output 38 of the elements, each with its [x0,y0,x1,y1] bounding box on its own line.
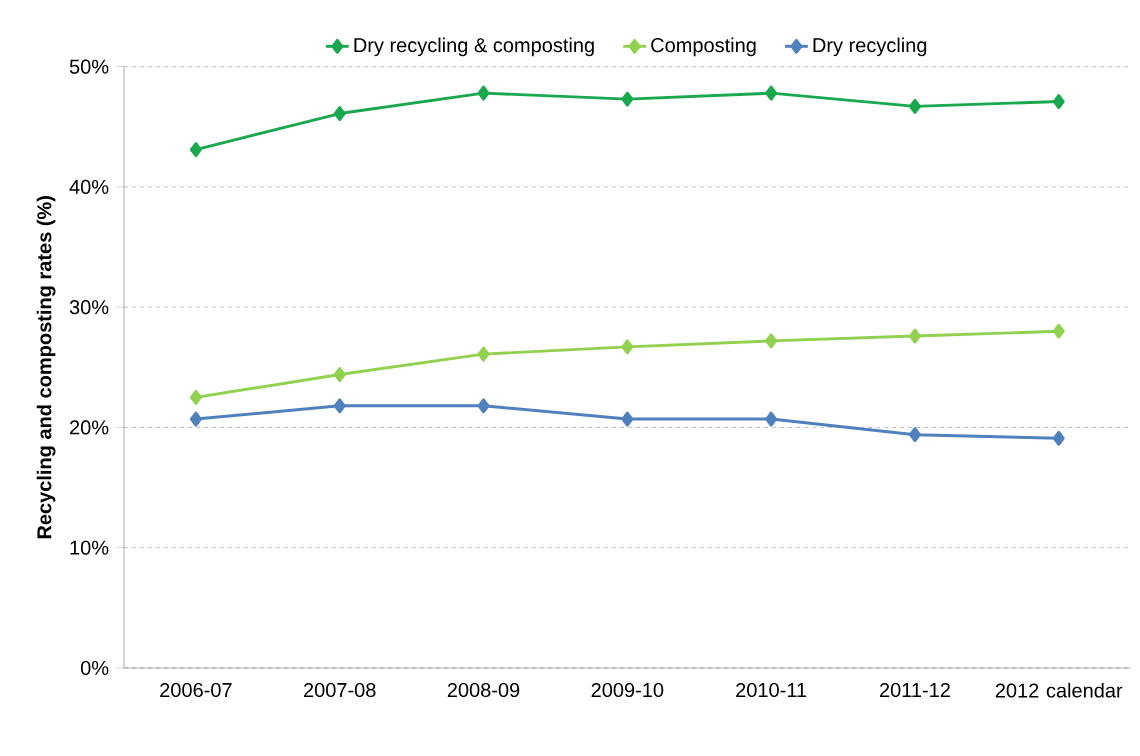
x-tick-label: 2009-10 [591,682,664,698]
point [1052,94,1065,110]
point [333,367,346,383]
y-tick-label: 20% [70,420,109,435]
y-tick-label: 30% [69,300,109,315]
x-tick-label: 2008-09 [447,682,520,698]
point [908,427,921,443]
point [621,339,634,355]
x-tick-label: 2006-07 [160,682,232,698]
point [477,85,490,101]
point [1052,430,1065,446]
y-tick-label: 50% [69,59,109,74]
point [477,346,490,362]
point [765,411,778,427]
y-tick-label: 0% [80,660,109,676]
point [765,333,778,349]
y-tick-label: 40% [69,179,109,194]
point [333,398,346,414]
x-tick-label: 2007-08 [304,682,376,698]
point [621,411,634,427]
point [189,142,202,158]
point [189,389,202,405]
point [189,411,202,427]
legend-label: Dry recycling [813,37,927,57]
y-tick-label: 10% [70,540,109,555]
point [765,85,778,101]
point [908,328,921,344]
point [621,91,634,107]
legend-label: Dry recycling & composting [354,37,594,57]
point [1052,323,1065,339]
x-tick-label: 2010-11 [736,682,807,698]
point [477,398,490,414]
x-tick-label: 2012 calendar [995,682,1123,698]
point [908,98,921,114]
legend-label: Composting [651,37,756,57]
point [333,106,346,122]
x-tick-label: 2011-12 [880,682,950,698]
y-axis-title: Recycling and composting rates (%) [36,196,56,539]
